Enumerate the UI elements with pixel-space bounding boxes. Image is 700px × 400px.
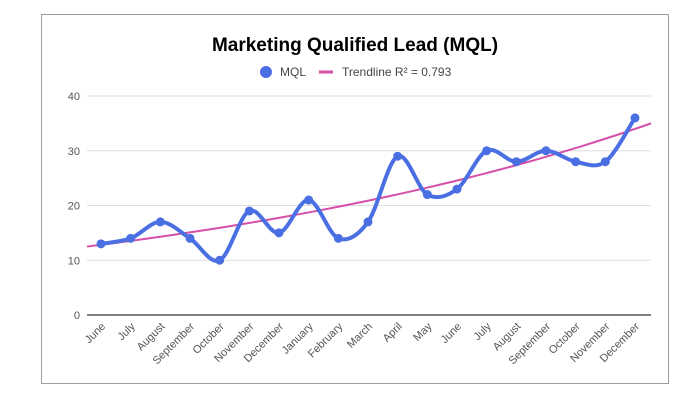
chart-title: Marketing Qualified Lead (MQL)	[212, 35, 498, 56]
y-tick-label: 30	[68, 146, 80, 158]
series-mql	[96, 113, 640, 265]
x-tick-label: May	[411, 320, 435, 344]
chart-frame	[41, 14, 669, 384]
data-point	[482, 146, 492, 156]
trendline-path	[86, 122, 652, 248]
data-point	[304, 195, 314, 205]
x-tick-label: July	[115, 320, 138, 343]
legend-mql-label: MQL	[280, 65, 306, 79]
x-tick-label: July	[471, 320, 494, 343]
trendline	[86, 122, 652, 248]
grid	[87, 95, 651, 316]
y-tick-label: 0	[74, 310, 80, 322]
x-axis-ticks: June JulyAugustSeptemberOctoberNovemberDe…	[83, 320, 643, 367]
data-point	[215, 255, 225, 265]
data-point	[422, 190, 432, 200]
y-tick-label: 10	[68, 255, 80, 267]
data-point	[126, 233, 136, 243]
x-tick-label: April	[381, 321, 405, 345]
data-point	[185, 233, 195, 243]
legend-trendline-label: Trendline R² = 0.793	[342, 65, 452, 79]
data-point	[363, 217, 373, 227]
data-point	[541, 146, 551, 156]
data-point	[244, 206, 254, 216]
data-point	[511, 157, 521, 167]
y-tick-label: 20	[68, 201, 80, 213]
data-point	[630, 113, 640, 123]
y-axis-ticks: 0 10 20 30 40	[68, 91, 80, 322]
data-point	[96, 239, 106, 249]
data-point	[571, 157, 581, 167]
data-point	[274, 228, 284, 238]
data-point	[393, 151, 403, 161]
data-point	[333, 233, 343, 243]
x-tick-label: March	[345, 321, 375, 351]
x-tick-label: June	[83, 321, 108, 346]
legend-mql-marker	[260, 66, 272, 78]
data-point	[600, 157, 610, 167]
x-tick-label: June	[439, 321, 464, 346]
data-point	[155, 217, 165, 227]
legend: MQL Trendline R² = 0.793	[260, 65, 452, 79]
series-line	[99, 115, 637, 263]
data-point	[452, 184, 462, 194]
y-tick-label: 40	[68, 91, 80, 103]
